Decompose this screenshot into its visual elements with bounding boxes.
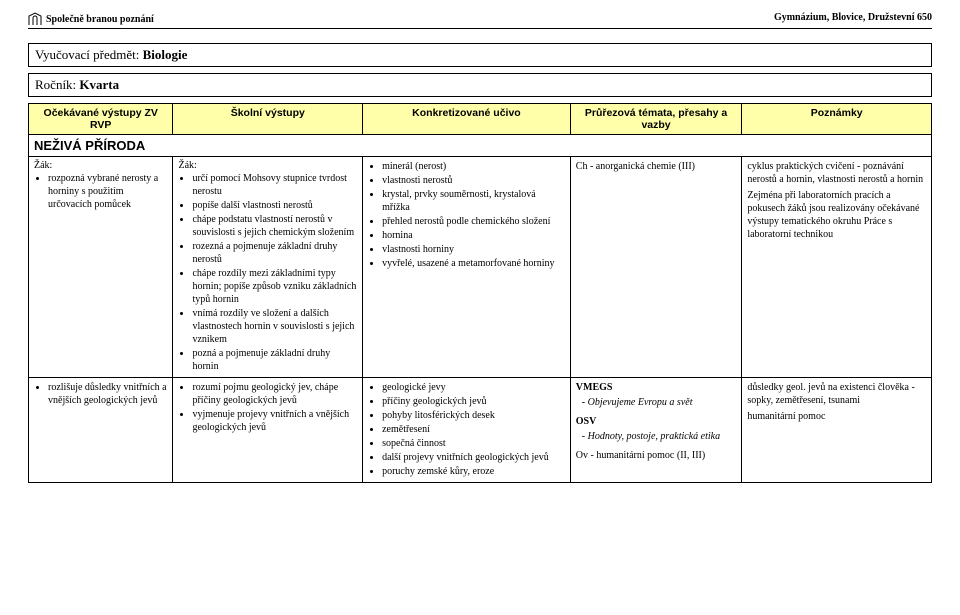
section-title-1: NEŽIVÁ PŘÍRODA [29,135,932,157]
r1-col3-list: minerál (nerost)vlastnosti nerostůkrysta… [368,160,565,270]
subject-value: Biologie [143,47,188,62]
r2-col4-l2: - Objevujeme Evropu a svět [582,397,693,408]
list-item: vyjmenuje projevy vnitřních a vnějších g… [192,408,357,434]
list-item: určí pomocí Mohsovy stupnice tvrdost ner… [192,172,357,198]
r1-col2-list: určí pomocí Mohsovy stupnice tvrdost ner… [178,172,357,373]
list-item: pohyby litosférických desek [382,409,565,422]
list-item: geologické jevy [382,381,565,394]
r2-col4-l1: VMEGS [576,382,613,393]
list-item: další projevy vnitřních geologických jev… [382,451,565,464]
list-item: vlastnosti nerostů [382,174,565,187]
list-item: rozlišuje důsledky vnitřních a vnějších … [48,381,167,407]
col-header-5: Poznámky [742,104,932,135]
header-left-group: Společně branou poznání [28,12,154,26]
r1-col5: cyklus praktických cvičení - poznávání n… [742,157,932,378]
r1-col2-lead: Žák: [178,160,357,171]
list-item: zemětřesení [382,423,565,436]
r2-col3-list: geologické jevypříčiny geologických jevů… [368,381,565,478]
page-root: Společně branou poznání Gymnázium, Blovi… [0,0,960,495]
r1-col3: minerál (nerost)vlastnosti nerostůkrysta… [363,157,571,378]
r1-col1-list: rozpozná vybrané nerosty a horniny s pou… [34,172,167,211]
r2-col1-list: rozlišuje důsledky vnitřních a vnějších … [34,381,167,407]
list-item: poruchy zemské kůry, eroze [382,465,565,478]
curriculum-table: Očekávané výstupy ZV RVP Školní výstupy … [28,103,932,483]
r1-col1: Žák: rozpozná vybrané nerosty a horniny … [29,157,173,378]
r2-col4-l3: OSV [576,416,597,427]
subject-box: Vyučovací předmět: Biologie [28,43,932,67]
r2-col5-p2: humanitární pomoc [747,410,926,423]
r2-col4-l5: Ov - humanitární pomoc (II, III) [576,449,737,462]
header-right-text: Gymnázium, Blovice, Družstevní 650 [774,12,932,26]
header-left-text: Společně branou poznání [46,14,154,25]
r1-col2: Žák: určí pomocí Mohsovy stupnice tvrdos… [173,157,363,378]
col-header-1: Očekávané výstupy ZV RVP [29,104,173,135]
list-item: rozpozná vybrané nerosty a horniny s pou… [48,172,167,211]
r1-col4-l1: Ch - anorganická chemie (III) [576,160,737,173]
grade-box: Ročník: Kvarta [28,73,932,97]
r2-col3: geologické jevypříčiny geologických jevů… [363,378,571,483]
grade-label: Ročník: [35,77,79,92]
list-item: chápe rozdíly mezi základními typy horni… [192,267,357,306]
list-item: vyvřelé, usazené a metamorfované horniny [382,257,565,270]
r2-col5-p1: důsledky geol. jevů na existenci člověka… [747,381,926,407]
r1-col1-lead: Žák: [34,160,167,171]
subject-label: Vyučovací předmět: [35,47,143,62]
r2-col4-l4: - Hodnoty, postoje, praktická etika [582,431,720,442]
r2-col5: důsledky geol. jevů na existenci člověka… [742,378,932,483]
list-item: vlastnosti horniny [382,243,565,256]
list-item: hornina [382,229,565,242]
content-row-2: rozlišuje důsledky vnitřních a vnějších … [29,378,932,483]
header-rule [28,28,932,29]
list-item: přehled nerostů podle chemického složení [382,215,565,228]
r1-col5-p2: Zejména při laboratorních pracích a poku… [747,189,926,241]
gate-logo-icon [28,12,42,26]
content-row-1: Žák: rozpozná vybrané nerosty a horniny … [29,157,932,378]
list-item: chápe podstatu vlastností nerostů v souv… [192,213,357,239]
r1-col4: Ch - anorganická chemie (III) [570,157,742,378]
r2-col1: rozlišuje důsledky vnitřních a vnějších … [29,378,173,483]
page-header: Společně branou poznání Gymnázium, Blovi… [28,12,932,26]
list-item: pozná a pojmenuje základní druhy hornin [192,347,357,373]
table-header-row: Očekávané výstupy ZV RVP Školní výstupy … [29,104,932,135]
list-item: sopečná činnost [382,437,565,450]
r1-col5-p1: cyklus praktických cvičení - poznávání n… [747,160,926,186]
r2-col2: rozumí pojmu geologický jev, chápe příči… [173,378,363,483]
col-header-4: Průřezová témata, přesahy a vazby [570,104,742,135]
r2-col2-list: rozumí pojmu geologický jev, chápe příči… [178,381,357,434]
r2-col4: VMEGS - Objevujeme Evropu a svět OSV - H… [570,378,742,483]
list-item: popíše další vlastnosti nerostů [192,199,357,212]
col-header-3: Konkretizované učivo [363,104,571,135]
list-item: vnímá rozdíly ve složení a dalších vlast… [192,307,357,346]
list-item: minerál (nerost) [382,160,565,173]
list-item: rozezná a pojmenuje základní druhy neros… [192,240,357,266]
col-header-2: Školní výstupy [173,104,363,135]
section-row-1: NEŽIVÁ PŘÍRODA [29,135,932,157]
list-item: krystal, prvky souměrnosti, krystalová m… [382,188,565,214]
list-item: příčiny geologických jevů [382,395,565,408]
grade-value: Kvarta [79,77,119,92]
list-item: rozumí pojmu geologický jev, chápe příči… [192,381,357,407]
